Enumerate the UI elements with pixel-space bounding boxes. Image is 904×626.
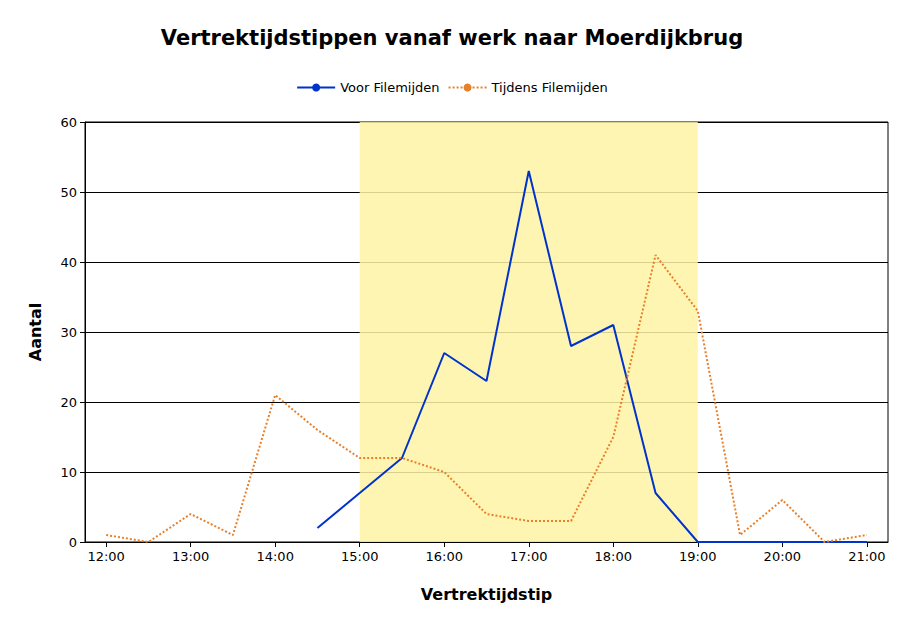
svg-text:Voor Filemijden: Voor Filemijden	[340, 80, 439, 95]
svg-text:Tijdens Filemijden: Tijdens Filemijden	[491, 80, 608, 95]
svg-text:10: 10	[60, 465, 77, 480]
svg-text:50: 50	[60, 185, 77, 200]
svg-text:Aantal: Aantal	[26, 303, 45, 362]
svg-text:Vertrektijdstippen vanaf werk: Vertrektijdstippen vanaf werk naar Moerd…	[161, 26, 743, 50]
svg-text:19:00: 19:00	[679, 549, 716, 564]
svg-text:14:00: 14:00	[256, 549, 293, 564]
svg-text:0: 0	[69, 535, 77, 550]
svg-text:Vertrektijdstip: Vertrektijdstip	[421, 585, 552, 604]
svg-text:40: 40	[60, 255, 77, 270]
svg-text:60: 60	[60, 115, 77, 130]
svg-text:13:00: 13:00	[172, 549, 209, 564]
svg-text:17:00: 17:00	[510, 549, 547, 564]
svg-text:20:00: 20:00	[764, 549, 801, 564]
svg-text:20: 20	[60, 395, 77, 410]
svg-text:12:00: 12:00	[87, 549, 124, 564]
svg-text:16:00: 16:00	[426, 549, 463, 564]
svg-text:30: 30	[60, 325, 77, 340]
svg-text:21:00: 21:00	[848, 549, 885, 564]
svg-text:18:00: 18:00	[595, 549, 632, 564]
svg-text:15:00: 15:00	[341, 549, 378, 564]
